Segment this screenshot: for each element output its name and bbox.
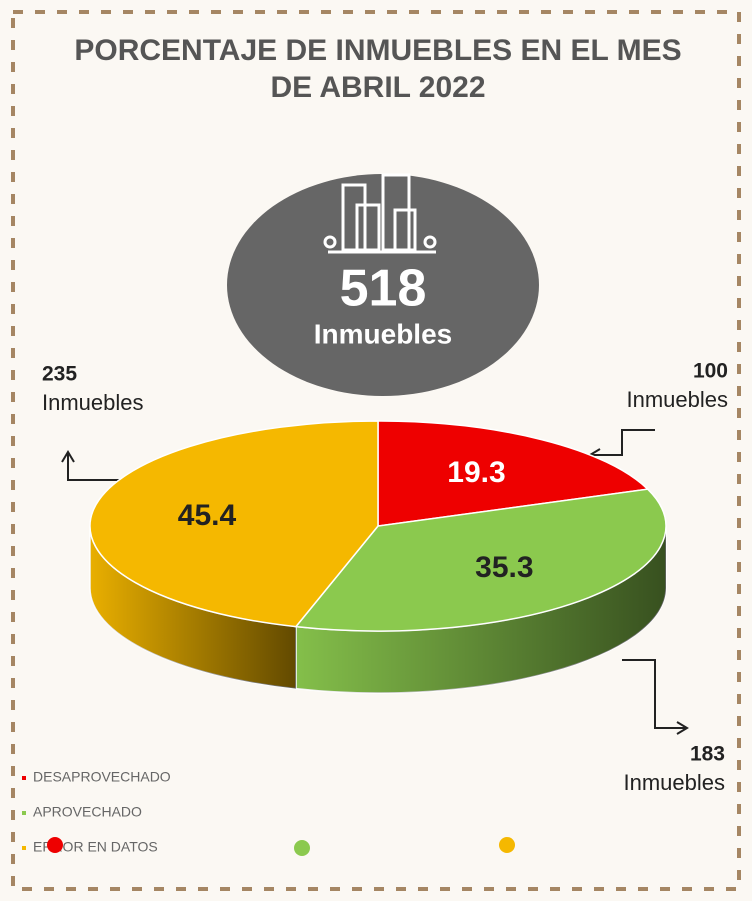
slice [89,420,379,628]
dashed-border [11,10,741,891]
slice [294,488,667,632]
slice-side-shade [295,526,666,693]
slice-side-shade [90,526,296,689]
count-unit: Inmuebles [626,387,728,412]
legend-dot [294,840,310,856]
slice-value-label: 45.4 [178,499,237,532]
title-line: DE ABRIL 2022 [270,71,485,104]
count-unit: Inmuebles [42,390,144,415]
total-value: 518 [340,260,427,318]
legend-label: APROVECHADO [33,804,142,820]
legend-dot [499,837,515,853]
legend-swatch [22,811,26,815]
legend-label: ERROR EN DATOS [33,839,158,855]
count-label: 100 [693,360,728,383]
title-line: PORCENTAJE DE INMUEBLES EN EL MES [74,34,681,67]
total-unit: Inmuebles [314,318,452,349]
count-label: 183 [690,743,725,766]
count-unit: Inmuebles [623,770,725,795]
legend-dot [47,837,63,853]
legend-swatch [22,776,26,780]
slice [377,420,650,527]
buildings-icon [323,173,437,254]
total-badge [227,174,539,396]
count-label: 235 [42,363,77,386]
slice-value-label: 35.3 [475,551,533,584]
slice-value-label: 19.3 [447,456,505,489]
legend-swatch [22,846,26,850]
legend-label: DESAPROVECHADO [33,769,171,785]
